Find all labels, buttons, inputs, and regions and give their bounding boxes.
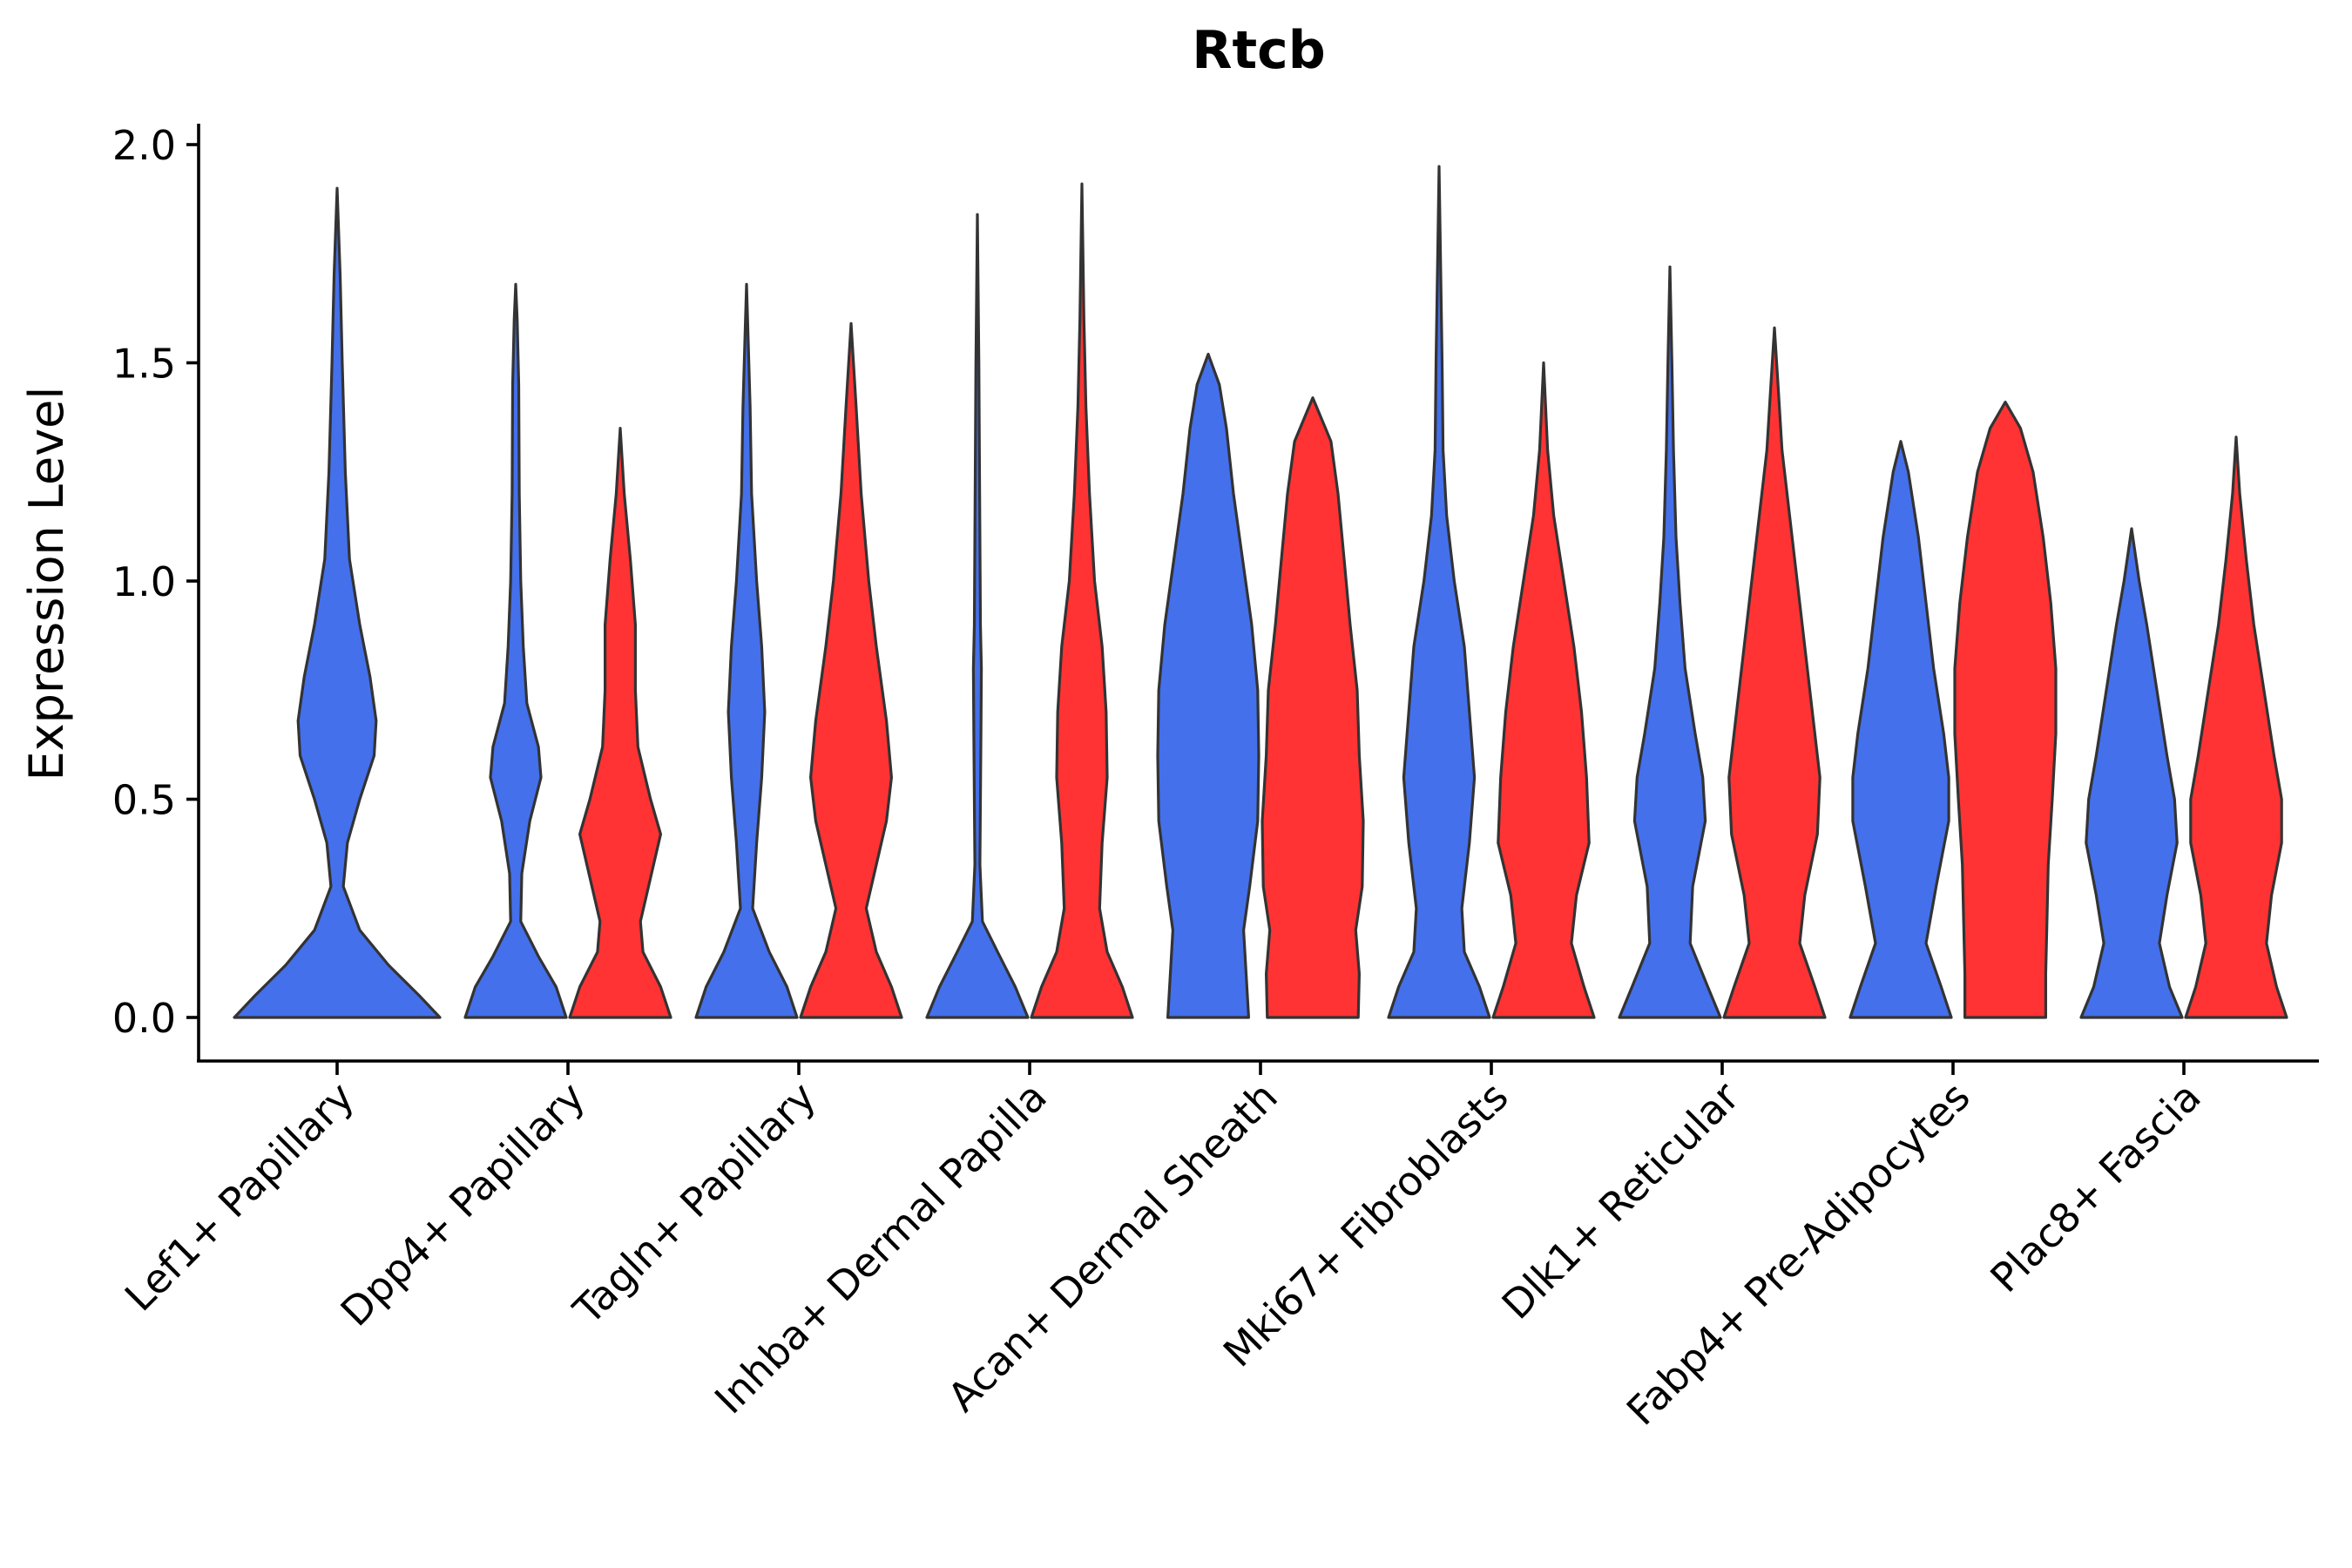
x-tick-label: Tagln+ Papillary [564, 1073, 825, 1335]
x-tick-label: Dpp4+ Papillary [332, 1073, 594, 1335]
y-axis-ticks: 0.0 0.5 1.0 1.5 2.0 [112, 122, 199, 1042]
y-tick-label: 0.0 [112, 995, 176, 1042]
violin-red-4 [1260, 396, 1365, 1019]
y-tick-label: 0.5 [112, 777, 176, 824]
violin-blue-5 [1387, 165, 1491, 1019]
violin-blue-3 [925, 213, 1030, 1019]
violin-blue-4 [1156, 352, 1260, 1019]
violin-blue-7 [1848, 440, 1953, 1019]
violin-blue-2 [694, 282, 799, 1019]
violin-group [233, 165, 2288, 1019]
violin-red-3 [1030, 182, 1134, 1019]
violin-blue-0 [233, 186, 442, 1019]
violin-red-6 [1722, 326, 1827, 1019]
violin-red-5 [1491, 361, 1596, 1019]
y-tick-label: 1.0 [112, 558, 176, 605]
x-tick-label: Dlk1+ Reticular [1493, 1073, 1748, 1328]
violin-blue-6 [1618, 265, 1722, 1019]
violin-red-1 [568, 427, 672, 1019]
y-axis-label: Expression Level [19, 387, 74, 781]
x-tick-label: Plac8+ Fascia [1981, 1073, 2209, 1301]
violin-red-2 [799, 321, 903, 1019]
x-tick-label: Lef1+ Papillary [116, 1073, 363, 1321]
violin-red-7 [1953, 401, 2058, 1019]
violin-red-8 [2184, 436, 2288, 1019]
violin-blue-8 [2079, 527, 2184, 1019]
chart-title: Rtcb [1192, 20, 1325, 81]
y-tick-label: 1.5 [112, 341, 176, 388]
y-tick-label: 2.0 [112, 122, 176, 169]
violin-blue-1 [463, 282, 568, 1019]
